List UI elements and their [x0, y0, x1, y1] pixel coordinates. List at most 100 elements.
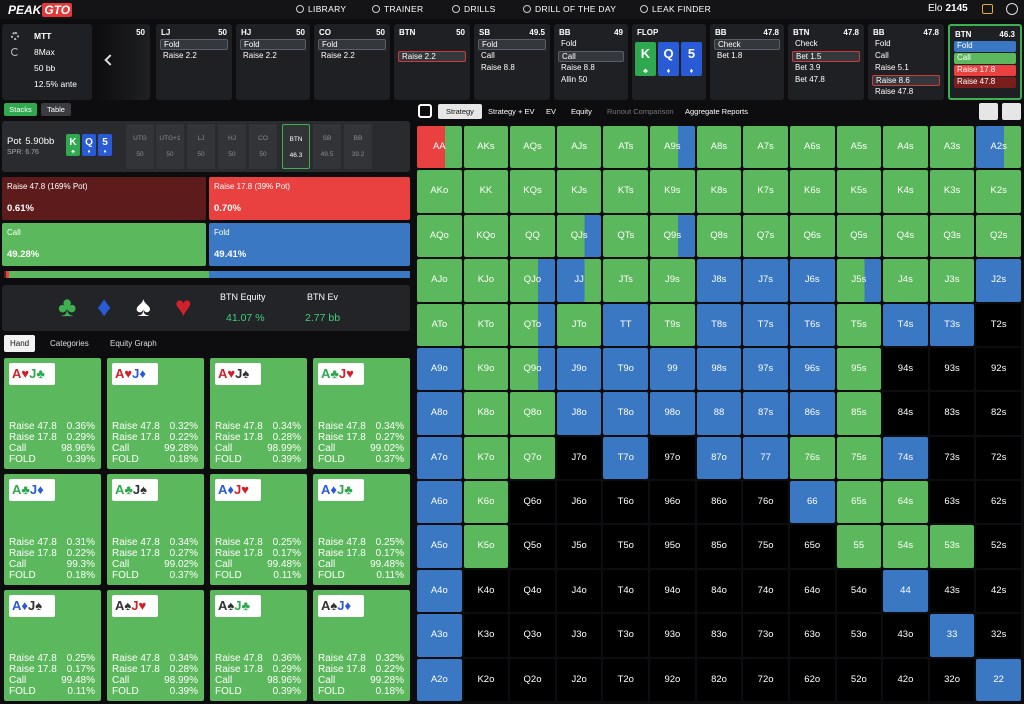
action-option[interactable]: Bet 47.8 [795, 75, 825, 84]
range-cell[interactable]: 72o [743, 658, 788, 701]
range-cell[interactable]: 98o [650, 392, 695, 435]
range-cell[interactable]: T7o [603, 436, 649, 480]
action-column[interactable]: LJ 50 Fold Raise 2.2 [156, 24, 232, 100]
range-cell[interactable]: 95s [836, 347, 882, 391]
range-cell[interactable]: 62o [789, 658, 835, 701]
action-option[interactable]: Fold [240, 39, 306, 50]
range-cell[interactable]: A5o [417, 525, 462, 568]
hand-card[interactable]: A♥J♠ Raise 47.8 0.34% Raise 17.8 0.28% Call 98… [210, 358, 307, 469]
range-cell[interactable]: J8s [696, 259, 742, 302]
action-option[interactable]: Fold [160, 39, 228, 50]
range-cell[interactable]: 88 [696, 392, 742, 435]
range-cell[interactable]: 76o [743, 481, 788, 524]
range-cell[interactable]: Q8o [510, 392, 555, 435]
action-option[interactable]: Call [875, 51, 889, 60]
range-cell[interactable]: K9o [463, 347, 509, 391]
range-cell[interactable]: Q4s [883, 214, 928, 258]
range-cell[interactable]: T2o [603, 658, 649, 701]
range-cell[interactable]: Q4o [510, 569, 555, 613]
action-option[interactable]: Check [714, 39, 780, 50]
range-cell[interactable]: 86o [696, 481, 742, 524]
action-option[interactable]: Raise 2.2 [398, 51, 466, 62]
action-option[interactable]: Bet 3.9 [795, 63, 821, 72]
range-cell[interactable]: QTo [510, 303, 555, 346]
range-cell[interactable]: 97o [650, 436, 695, 480]
range-cell[interactable]: JJ [556, 259, 602, 302]
range-cell[interactable]: 74o [743, 569, 788, 613]
range-cell[interactable]: 43s [929, 569, 975, 613]
range-cell[interactable]: 94s [883, 347, 928, 391]
range-cell[interactable]: KTs [603, 170, 649, 213]
range-cell[interactable]: J6s [789, 259, 835, 302]
range-cell[interactable]: AA [417, 126, 462, 169]
range-cell[interactable]: T6o [603, 481, 649, 524]
range-cell[interactable]: T2s [976, 303, 1021, 346]
nav-item[interactable]: LIBRARY [296, 4, 346, 16]
range-cell[interactable]: 92s [976, 347, 1021, 391]
hand-card[interactable]: A♦J♣ Raise 47.8 0.25% Raise 17.8 0.17% Call 99… [313, 474, 410, 585]
settings-icon[interactable] [11, 32, 19, 40]
range-cell[interactable]: A5s [836, 126, 882, 169]
action-column[interactable]: 50 [96, 24, 150, 100]
range-cell[interactable]: 84o [696, 569, 742, 613]
range-cell[interactable]: 65s [836, 481, 882, 524]
action-column[interactable]: BTN 50 Raise 2.2 [394, 24, 470, 100]
action-option[interactable]: Fold [318, 39, 386, 50]
range-cell[interactable]: 63s [929, 481, 975, 524]
hand-tab[interactable]: Categories [50, 339, 89, 348]
range-cell[interactable]: T3s [929, 303, 975, 346]
range-cell[interactable]: TT [603, 303, 649, 346]
grid-tab[interactable]: EV [546, 107, 557, 116]
range-cell[interactable]: A8o [417, 392, 462, 435]
range-cell[interactable]: 76s [789, 436, 835, 480]
action-option[interactable]: Call [481, 51, 495, 60]
range-cell[interactable]: 66 [789, 481, 835, 524]
range-cell[interactable]: T5o [603, 525, 649, 568]
range-cell[interactable]: KJs [556, 170, 602, 213]
range-cell[interactable]: 99 [650, 347, 695, 391]
action-option[interactable]: Raise 5.1 [875, 63, 909, 72]
range-cell[interactable]: 54o [836, 569, 882, 613]
range-cell[interactable]: 55 [836, 525, 882, 568]
range-cell[interactable]: AKo [417, 170, 462, 213]
range-cell[interactable]: 94o [650, 569, 695, 613]
strategy-box[interactable]: Raise 17.8 (39% Pot) 0.70% [209, 177, 410, 220]
range-cell[interactable]: ATo [417, 303, 462, 346]
range-cell[interactable]: AJs [556, 126, 602, 169]
range-cell[interactable]: KJo [463, 259, 509, 302]
range-cell[interactable]: 64s [883, 481, 928, 524]
seat[interactable]: HJ 50 [218, 124, 246, 169]
seat[interactable]: SB 49.5 [313, 124, 341, 169]
range-cell[interactable]: A4s [883, 126, 928, 169]
action-option[interactable]: Fold [954, 41, 1016, 52]
action-option[interactable]: Raise 2.2 [321, 51, 355, 60]
range-cell[interactable]: K4s [883, 170, 928, 213]
range-cell[interactable]: 73s [929, 436, 975, 480]
seat[interactable]: CO 50 [249, 124, 277, 169]
nav-item[interactable]: DRILLS [452, 4, 496, 16]
range-cell[interactable]: JTs [603, 259, 649, 302]
share-button[interactable] [979, 103, 998, 120]
action-option[interactable]: Raise 2.2 [243, 51, 277, 60]
range-cell[interactable]: 42s [976, 569, 1021, 613]
range-cell[interactable]: QJo [510, 259, 555, 302]
range-cell[interactable]: KTo [463, 303, 509, 346]
range-cell[interactable]: J4s [883, 259, 928, 302]
action-column[interactable]: CO 50 Fold Raise 2.2 [314, 24, 390, 100]
range-cell[interactable]: T8o [603, 392, 649, 435]
action-option[interactable]: Bet 1.8 [717, 51, 743, 60]
grid-tab[interactable]: Runout Comparison [607, 107, 674, 116]
action-option[interactable]: Fold [875, 39, 891, 48]
seat[interactable]: BTN 46.3 [282, 124, 310, 169]
range-cell[interactable]: J3o [556, 614, 602, 657]
range-cell[interactable]: Q7o [510, 436, 555, 480]
range-cell[interactable]: 77 [743, 436, 788, 480]
range-cell[interactable]: Q6o [510, 481, 555, 524]
grid-tab[interactable]: Strategy [438, 104, 482, 119]
grid-tab[interactable]: Strategy + EV [488, 107, 535, 116]
hand-card[interactable]: A♠J♣ Raise 47.8 0.36% Raise 17.8 0.29% Call 98… [210, 590, 307, 701]
range-cell[interactable]: K8o [463, 392, 509, 435]
action-option[interactable]: Allin 50 [561, 75, 588, 84]
refresh-icon[interactable] [11, 48, 19, 56]
range-cell[interactable]: K6s [789, 170, 835, 213]
